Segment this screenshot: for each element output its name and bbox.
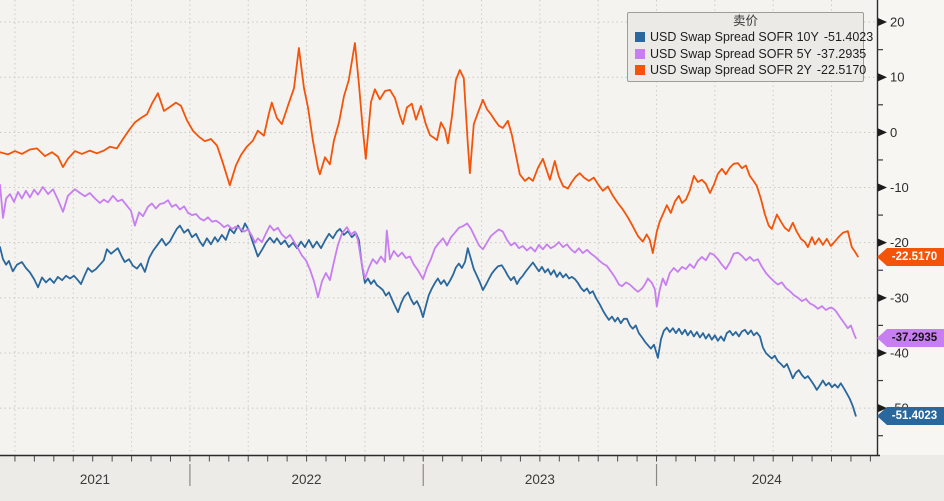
y-tick-label: -40	[890, 345, 909, 360]
y-tick-label: -20	[890, 235, 909, 250]
legend-item-label: USD Swap Spread SOFR 5Y	[650, 46, 812, 61]
x-year-label: 2024	[752, 472, 783, 487]
y-tick-label: 10	[890, 70, 904, 85]
y-tick-arrow-icon	[878, 404, 887, 413]
x-axis-label-strip	[0, 455, 944, 501]
y-tick-label: 0	[890, 125, 897, 140]
legend-item-label: USD Swap Spread SOFR 10Y	[650, 30, 819, 44]
y-tick-label: -30	[890, 290, 909, 305]
y-tick-arrow-icon	[878, 128, 887, 137]
legend-item-value: -51.4023	[823, 30, 874, 44]
last-price-badge-10y: -51.4023	[877, 407, 944, 425]
legend-title: 卖价	[732, 14, 758, 28]
series-line-usd-swap-spread-sofr-5y	[0, 183, 857, 340]
last-price-badge-5y: -37.2935	[877, 329, 944, 347]
legend-item-sofr-10y[interactable]: USD Swap Spread SOFR 10Y -51.4023	[635, 29, 873, 46]
legend-swatch-10y-icon	[635, 32, 645, 43]
legend-swatch-5y-icon	[635, 48, 645, 59]
legend-item-sofr-5y[interactable]: USD Swap Spread SOFR 5Y -37.2935	[635, 46, 866, 63]
y-tick-arrow-icon	[878, 183, 887, 192]
y-tick-arrow-icon	[878, 293, 887, 302]
x-year-label: 2021	[80, 472, 110, 487]
y-tick-arrow-icon	[878, 73, 887, 82]
x-year-label: 2022	[292, 472, 322, 487]
y-tick-arrow-icon	[878, 18, 887, 27]
legend-item-label: USD Swap Spread SOFR 2Y	[650, 63, 812, 77]
y-tick-arrow-icon	[878, 348, 887, 357]
y-axis-label-strip	[877, 0, 944, 455]
last-price-badge-2y: -22.5170	[877, 248, 944, 266]
y-tick-arrow-icon	[878, 238, 887, 247]
series-line-usd-swap-spread-sofr-2y	[0, 42, 859, 258]
legend-item-value: -22.5170	[816, 63, 867, 77]
x-year-label: 2023	[525, 472, 555, 487]
legend-item-sofr-2y[interactable]: USD Swap Spread SOFR 2Y -22.5170	[635, 62, 866, 79]
series-line-usd-swap-spread-sofr-10y	[0, 222, 857, 417]
y-tick-label: 20	[890, 15, 904, 30]
chart-legend: 卖价 USD Swap Spread SOFR 10Y -51.4023 USD…	[627, 12, 873, 82]
legend-item-value: -37.2935	[816, 46, 867, 61]
y-tick-label: -10	[890, 180, 909, 195]
legend-swatch-2y-icon	[635, 65, 645, 76]
